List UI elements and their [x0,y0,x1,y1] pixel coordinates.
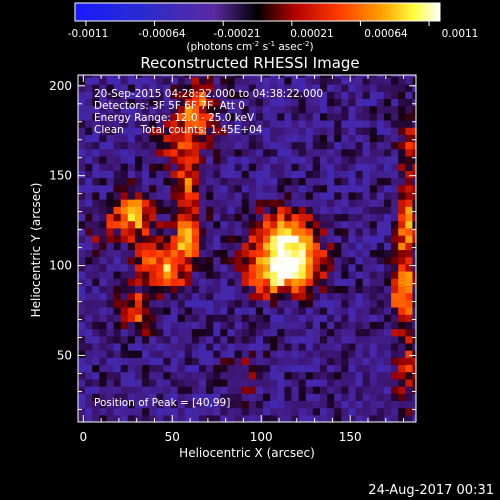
colorbar-unit-label: (photons cm-2 s-1 asec-2) [186,40,313,53]
annotation-line: 20-Sep-2015 04:28:22.000 to 04:38:22.000 [94,88,323,100]
y-tick-label: 150 [49,169,72,183]
annotation-line: Energy Range: 12.0 - 25.0 keV [94,112,255,124]
colorbar-tick-label: -0.0011 [68,28,109,40]
peak-position-label: Position of Peak = [40,99] [94,397,230,409]
colorbar-tick-label: -0.00021 [213,28,260,40]
x-tick-label: 50 [165,430,180,444]
x-tick-label: 100 [250,430,273,444]
x-axis-label: Heliocentric X (arcsec) [179,446,315,460]
annotation-line: Detectors: 3F 5F 6F 7F, Att 0 [94,100,245,112]
y-axis-label: Heliocentric Y (arcsec) [29,183,43,318]
footer-timestamp: 24-Aug-2017 00:31 [368,483,494,498]
y-tick-label: 100 [49,259,72,273]
x-tick-label: 150 [339,430,362,444]
heatmap-image [78,75,416,422]
chart-title: Reconstructed RHESSI Image [140,54,359,72]
y-tick-label: 50 [57,348,72,362]
y-tick-label: 200 [49,79,72,93]
axes: 0 50 100 150 50 100 150 200 [49,75,416,444]
colorbar-tick-label: 0.0011 [442,28,479,40]
colorbar [74,2,441,22]
annotation-line: Clean Total counts: 1.45E+04 [94,124,263,136]
colorbar-ticks: -0.0011 -0.00064 -0.00021 0.00021 0.00064 0.0… [68,21,479,40]
colorbar-tick-label: 0.00021 [290,28,333,40]
plot-frame [77,74,417,423]
x-tick-label: 0 [80,430,88,444]
annotation-block: 20-Sep-2015 04:28:22.000 to 04:38:22.000… [94,88,323,136]
colorbar-tick-label: 0.00064 [364,28,408,40]
colorbar-tick-label: -0.00064 [138,28,186,40]
